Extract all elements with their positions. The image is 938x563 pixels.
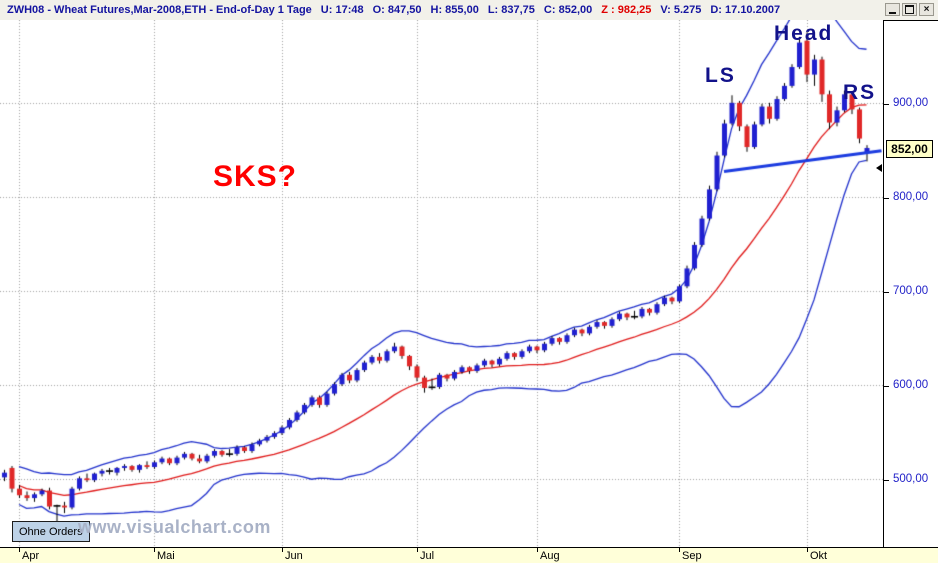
- price-tick: [884, 198, 889, 199]
- ohne-orders-button[interactable]: Ohne Orders: [12, 521, 90, 542]
- price-axis[interactable]: 900,00 800,00 700,00 600,00 500,00 852,00: [883, 20, 938, 547]
- title-field: O: 847,50: [372, 4, 422, 16]
- annotation-left-shoulder: LS: [705, 64, 736, 87]
- month-label: Aug: [540, 550, 560, 562]
- maximize-icon: [905, 5, 914, 14]
- month-tick: [154, 548, 155, 552]
- title-field: C: 852,00: [543, 4, 593, 16]
- price-tick: [884, 480, 889, 481]
- month-label: Mai: [157, 550, 175, 562]
- price-tick: [884, 104, 889, 105]
- close-button[interactable]: ×: [919, 3, 934, 16]
- price-axis-label: 500,00: [893, 473, 929, 485]
- time-axis[interactable]: Apr Mai Jun Jul Aug Sep Okt: [0, 547, 938, 563]
- month-tick: [282, 548, 283, 552]
- annotation-sks: SKS?: [213, 160, 298, 193]
- month-label: Sep: [682, 550, 702, 562]
- month-tick: [679, 548, 680, 552]
- month-tick: [19, 548, 20, 552]
- chart-area: SKS? LS Head RS 900,00 800,00 700,00 600,00…: [0, 20, 938, 547]
- price-arrow-icon: [876, 164, 882, 172]
- title-field: D: 17.10.2007: [710, 4, 781, 16]
- annotation-head: Head: [774, 22, 834, 45]
- minimize-icon: [889, 12, 896, 14]
- last-price-tag: 852,00: [886, 140, 933, 158]
- month-label: Apr: [22, 550, 40, 562]
- title-bar[interactable]: ZWH08 - Wheat Futures,Mar-2008,ETH - End…: [0, 0, 938, 20]
- title-field: H: 855,00: [430, 4, 479, 16]
- title-field: Z : 982,25: [601, 4, 652, 16]
- minimize-button[interactable]: [885, 3, 900, 16]
- price-axis-label: 800,00: [893, 191, 929, 203]
- month-label: Jun: [285, 550, 303, 562]
- price-axis-label: 600,00: [893, 379, 929, 391]
- title-quote-fields: U: 17:48 O: 847,50 H: 855,00 L: 837,75 C: 85…: [312, 4, 780, 16]
- close-icon: ×: [923, 3, 930, 15]
- title-field: L: 837,75: [487, 4, 535, 16]
- price-tick: [884, 292, 889, 293]
- month-label: Jul: [420, 550, 435, 562]
- watermark: www.visualchart.com: [78, 517, 271, 537]
- title-field: U: 17:48: [320, 4, 364, 16]
- window-title: ZWH08 - Wheat Futures,Mar-2008,ETH - End…: [7, 4, 312, 16]
- price-tick: [884, 386, 889, 387]
- month-label: Okt: [810, 550, 828, 562]
- maximize-button[interactable]: [902, 3, 917, 16]
- month-tick: [417, 548, 418, 552]
- annotation-right-shoulder: RS: [843, 81, 877, 104]
- month-tick: [537, 548, 538, 552]
- price-axis-label: 900,00: [893, 97, 929, 109]
- month-tick: [807, 548, 808, 552]
- window-controls: ×: [885, 3, 934, 16]
- chart-canvas[interactable]: [0, 20, 884, 547]
- title-field: V: 5.275: [660, 4, 702, 16]
- price-axis-label: 700,00: [893, 285, 929, 297]
